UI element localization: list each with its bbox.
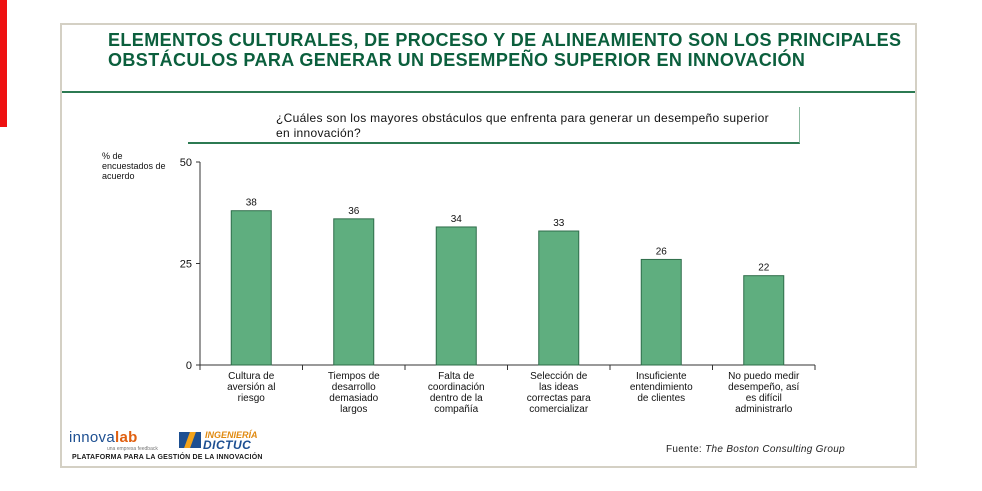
- platform-caption: PLATAFORMA PARA LA GESTIÓN DE LA INNOVAC…: [72, 454, 263, 461]
- y-axis-label: % de encuestados de acuerdo: [102, 151, 166, 181]
- bar: [538, 230, 580, 366]
- innovalab-wordmark: innovalab: [69, 429, 138, 446]
- category-label: Falta de coordinación dentro de la compañía: [428, 371, 485, 415]
- ingenieria-wordmark: INGENIERÍA: [205, 430, 258, 440]
- category-label: Tiempos de desarrollo demasiado largos: [328, 371, 380, 415]
- title-divider: [62, 91, 915, 93]
- data-label: 33: [553, 218, 565, 229]
- category-label: No puedo medir desempeño, así es difícil ad…: [728, 371, 800, 415]
- dictuc-wordmark: DICTUC: [203, 438, 252, 452]
- source-note: Fuente: The Boston Consulting Group: [666, 444, 845, 455]
- bar-chart: 0 25 50 38 Cultura de aversión al riesgo 36 Tiem…: [180, 157, 816, 415]
- y-tick-label: 25: [180, 259, 192, 271]
- bar: [333, 218, 375, 366]
- logo-tagline: una empresa feedback: [107, 446, 158, 452]
- data-label: 34: [451, 214, 463, 225]
- data-label: 22: [758, 263, 770, 274]
- red-accent-bar: [0, 0, 7, 127]
- bar: [743, 275, 785, 366]
- data-label: 36: [348, 206, 360, 217]
- ingenieria-badge-icon: [179, 432, 201, 448]
- source-value: The Boston Consulting Group: [705, 444, 845, 455]
- y-tick-label: 50: [180, 157, 192, 169]
- source-label: Fuente:: [666, 444, 703, 455]
- data-label: 38: [246, 198, 258, 209]
- category-label: Insuficiente entendimiento de clientes: [630, 371, 693, 404]
- question-box: ¿Cuáles son los mayores obstáculos que e…: [188, 107, 800, 144]
- bar: [230, 210, 272, 366]
- dictuc-logo: INGENIERÍA DICTUC: [179, 430, 258, 452]
- bar: [640, 258, 682, 366]
- innovalab-dictuc-logo: innovalab una empresa feedback INGENIERÍ…: [67, 426, 262, 466]
- slide-frame: ELEMENTOS CULTURALES, DE PROCESO Y DE AL…: [60, 23, 917, 468]
- bar: [435, 226, 477, 366]
- category-label: Selección de las ideas correctas para comer…: [527, 371, 591, 415]
- data-label: 26: [656, 246, 668, 257]
- y-tick-label: 0: [186, 360, 192, 372]
- survey-question: ¿Cuáles son los mayores obstáculos que e…: [276, 111, 769, 140]
- slide-title: ELEMENTOS CULTURALES, DE PROCESO Y DE AL…: [108, 30, 902, 70]
- category-label: Cultura de aversión al riesgo: [227, 371, 275, 404]
